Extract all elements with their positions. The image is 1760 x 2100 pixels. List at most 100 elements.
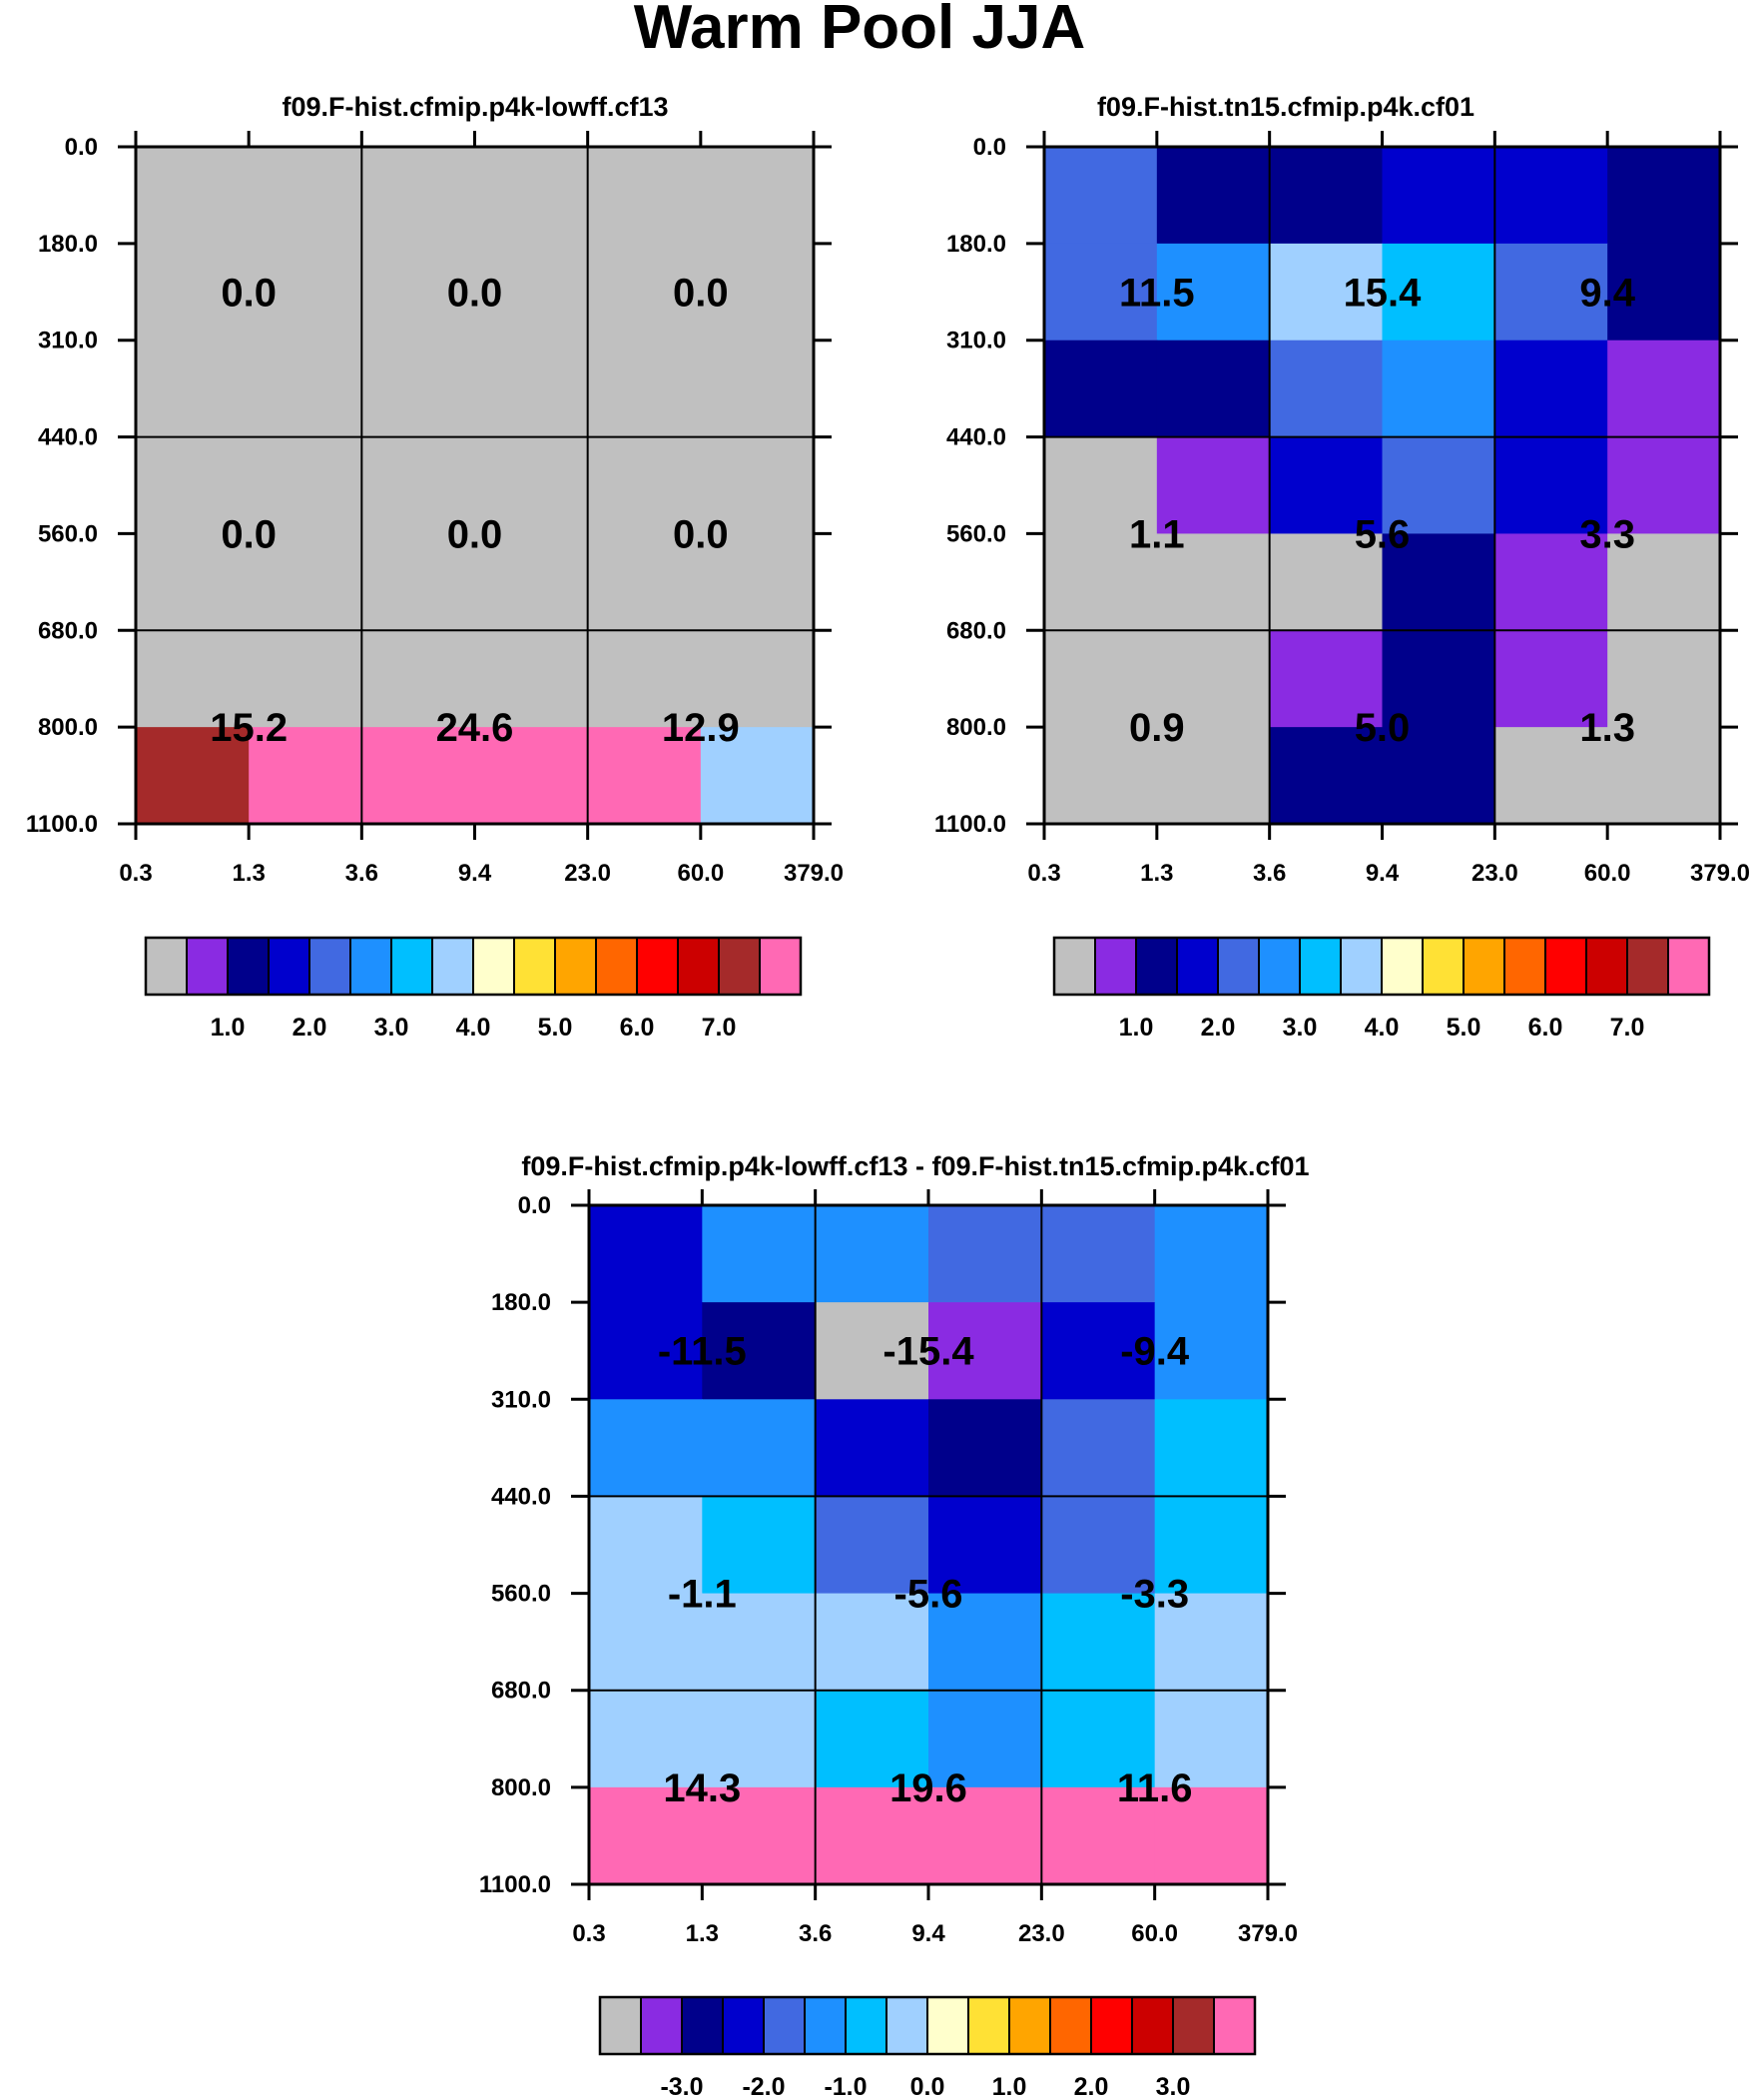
heatmap-cell — [700, 727, 815, 825]
colorbar-tick-label: 6.0 — [620, 1014, 655, 1042]
colorbar-swatch — [1340, 937, 1383, 996]
heatmap-cell — [1607, 436, 1721, 535]
colorbar-frame — [144, 936, 803, 997]
y-tick-label: 310.0 — [491, 1386, 551, 1413]
colorbar-swatch — [513, 937, 556, 996]
y-tick-label: 680.0 — [946, 617, 1006, 644]
x-tick-label: 9.4 — [458, 860, 492, 887]
heatmap-cell — [815, 1302, 929, 1400]
heatmap-cell — [702, 1205, 817, 1303]
cell-value-label: -3.3 — [1120, 1573, 1189, 1617]
heatmap-cell — [587, 436, 702, 535]
colorbar-swatch — [595, 937, 638, 996]
heatmap-cell — [589, 1496, 703, 1595]
heatmap-cell — [1269, 436, 1384, 535]
heatmap-cell — [700, 436, 815, 535]
heatmap-cell — [587, 340, 702, 438]
colorbar-swatch — [1008, 1996, 1051, 2055]
heatmap-cell — [1041, 1593, 1156, 1692]
colorbar-swatch — [1176, 937, 1219, 996]
y-tick-label: 800.0 — [946, 714, 1006, 741]
heatmap-cell — [1156, 630, 1271, 728]
heatmap-cell — [1607, 243, 1721, 342]
cell-value-label: 1.3 — [1579, 706, 1635, 750]
colorbar-swatch — [640, 1996, 683, 2055]
panel-cf01: f09.F-hist.tn15.cfmip.p4k.cf01 0.0 180.0 3… — [934, 92, 1750, 1042]
heatmap-cell — [474, 243, 589, 342]
heatmap-cell — [249, 727, 362, 825]
heatmap-cell — [474, 533, 589, 631]
y-tick-label: 180.0 — [946, 231, 1006, 258]
heatmap-cell — [587, 727, 702, 825]
heatmap-cell — [700, 147, 815, 245]
y-tick-label: 440.0 — [946, 424, 1006, 451]
cell-value-label: 15.4 — [1344, 271, 1423, 315]
colorbar-swatch — [1135, 937, 1178, 996]
colorbar-tick-label: 5.0 — [538, 1014, 573, 1042]
cell-value-label: 14.3 — [663, 1766, 741, 1810]
heatmap-cell — [1156, 533, 1271, 631]
colorbar-tick-label: -2.0 — [742, 2073, 785, 2100]
heatmap-cell — [1041, 1205, 1156, 1303]
x-tick-label: 3.6 — [345, 860, 378, 887]
heatmap-cell — [700, 243, 815, 342]
heatmap-cell — [1382, 436, 1495, 535]
heatmap-cell — [1044, 533, 1158, 631]
y-tick-label: 560.0 — [946, 520, 1006, 547]
colorbar-swatch — [554, 937, 597, 996]
x-tick-label: 9.4 — [1366, 860, 1400, 887]
heatmap-cell — [1494, 147, 1608, 245]
heatmap-cell — [1494, 436, 1608, 535]
cell-value-label: 0.0 — [447, 271, 503, 315]
y-tick-label: 440.0 — [491, 1483, 551, 1510]
colorbar-swatch — [763, 1996, 806, 2055]
heatmap-cell — [136, 630, 250, 728]
heatmap-cell — [1041, 1786, 1156, 1885]
y-tick-label: 440.0 — [38, 424, 98, 451]
heatmap-cell — [136, 436, 250, 535]
cell-value-label: 15.2 — [210, 706, 288, 750]
colorbar-tick-label: 0.0 — [910, 2073, 945, 2100]
heatmap-cell — [1156, 436, 1271, 535]
heatmap-cell — [1044, 727, 1158, 825]
cell-value-label: 5.6 — [1355, 512, 1411, 556]
x-tick-label: 0.3 — [1027, 860, 1060, 887]
heatmap-cell — [702, 1690, 817, 1788]
heatmap-cell — [249, 147, 362, 245]
heatmap-cell — [1044, 340, 1158, 438]
heatmap-cell — [136, 727, 250, 825]
heatmap-cell — [815, 1690, 929, 1788]
colorbar-swatch — [1049, 1996, 1092, 2055]
colorbar-tick-label: 6.0 — [1528, 1014, 1563, 1042]
heatmap-cell — [1494, 340, 1608, 438]
y-tick-label: 0.0 — [518, 1192, 551, 1219]
colorbar-swatch — [431, 937, 474, 996]
heatmap-cell — [474, 436, 589, 535]
heatmap-cell — [587, 243, 702, 342]
cell-value-label: 0.9 — [1129, 706, 1185, 750]
colorbar-swatch — [804, 1996, 847, 2055]
colorbar-swatch — [681, 1996, 724, 2055]
heatmap-cell — [702, 1496, 817, 1595]
heatmap-cell — [361, 533, 476, 631]
colorbar-swatch — [1131, 1996, 1174, 2055]
heatmap-cell — [1154, 1786, 1269, 1885]
colorbar-swatch — [845, 1996, 887, 2055]
heatmap-cell — [928, 1302, 1042, 1400]
panel-title-difference: f09.F-hist.cfmip.p4k-lowff.cf13 - f09.F-… — [521, 1151, 1309, 1181]
panel-cf13: f09.F-hist.cfmip.p4k-lowff.cf13 0.0 180.0… — [26, 92, 844, 1042]
x-tick-label: 9.4 — [911, 1920, 945, 1947]
x-tick-label: 23.0 — [1018, 1920, 1065, 1947]
colorbar-tick-label: 2.0 — [1201, 1014, 1236, 1042]
y-tick-label: 1100.0 — [934, 811, 1006, 838]
heatmap-cell — [361, 727, 476, 825]
heatmap-cell — [702, 1302, 817, 1400]
x-tick-label: 1.3 — [232, 860, 265, 887]
colorbar-swatch — [1053, 937, 1096, 996]
colorbar-tick-label: 7.0 — [702, 1014, 737, 1042]
cell-value-label: 0.0 — [221, 271, 277, 315]
colorbar-tick-label: 4.0 — [456, 1014, 491, 1042]
heatmap-cell — [1044, 630, 1158, 728]
heatmap-cell — [1154, 1205, 1269, 1303]
